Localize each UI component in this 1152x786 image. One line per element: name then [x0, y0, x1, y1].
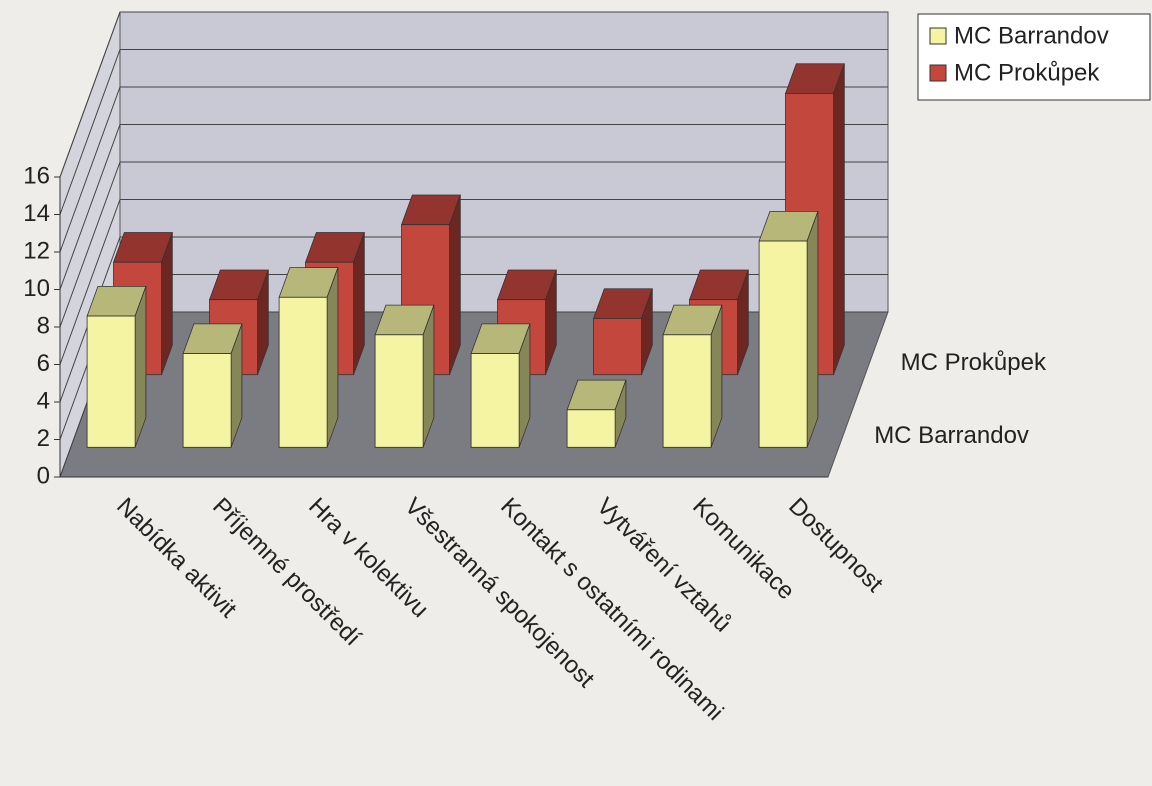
bar [470, 353, 520, 448]
bar [374, 334, 424, 448]
legend-box [917, 13, 1151, 101]
bar-side [833, 63, 845, 375]
y-tick-label: 4 [37, 387, 50, 414]
bar [86, 315, 136, 448]
bar-side [449, 194, 461, 375]
y-tick-label: 10 [23, 275, 50, 302]
bar-side [326, 267, 339, 448]
grid-line [59, 11, 888, 178]
grid-line [59, 236, 888, 403]
y-tick-label: 6 [37, 350, 50, 377]
y-tick-label: 14 [23, 200, 50, 227]
bar-side [134, 286, 147, 448]
y-tick-label: 0 [37, 462, 50, 489]
bar-side [806, 211, 819, 448]
grid-line [59, 49, 888, 215]
grid-line [59, 161, 888, 328]
legend-swatch [929, 64, 947, 82]
grid-line [59, 124, 888, 290]
depth-label: MC Prokůpek [901, 349, 1047, 376]
depth-label: MC Barrandov [874, 422, 1029, 449]
bar [662, 334, 712, 448]
y-tick-label: 16 [23, 162, 50, 189]
grid-line [59, 86, 888, 253]
x-tick-label: Dostupnost [783, 493, 888, 598]
y-tick-label: 8 [37, 312, 50, 339]
grid-line [59, 199, 888, 365]
bar [182, 353, 232, 448]
y-tick-label: 12 [23, 237, 50, 264]
legend-label: MC Barrandov [954, 22, 1109, 49]
x-tick-label: Všestranná spokojenost [399, 493, 599, 693]
y-tick-label: 2 [37, 425, 50, 452]
bar [593, 318, 642, 376]
bar [278, 296, 328, 448]
bar [758, 240, 808, 448]
legend-swatch [929, 27, 947, 45]
bar [566, 409, 616, 448]
legend-label: MC Prokůpek [954, 59, 1100, 86]
